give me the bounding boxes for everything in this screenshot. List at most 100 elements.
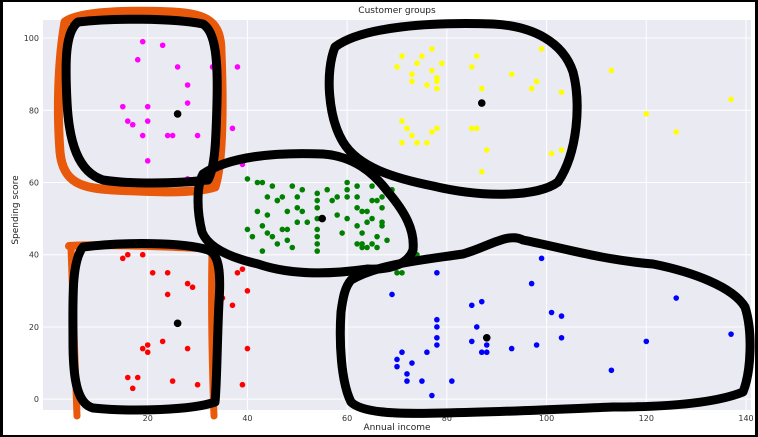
data-point-group-3	[279, 226, 286, 233]
data-point-group-4	[508, 71, 515, 77]
data-point-group-5	[434, 324, 440, 330]
data-point-group-3	[369, 183, 375, 189]
data-point-group-3	[364, 219, 370, 226]
data-point-group-3	[284, 208, 291, 215]
data-point-group-3	[279, 194, 286, 200]
data-point-group-2	[184, 280, 191, 287]
data-point-group-4	[538, 46, 545, 52]
data-point-group-1	[129, 121, 136, 128]
data-point-group-3	[314, 190, 321, 197]
data-point-group-4	[419, 53, 425, 59]
chart-title: Customer groups	[358, 6, 436, 16]
data-point-group-4	[414, 139, 420, 146]
data-point-group-5	[434, 334, 440, 341]
grid-lines	[43, 20, 751, 410]
data-point-group-5	[673, 295, 680, 301]
data-point-group-2	[124, 251, 131, 258]
y-tick-label: 20	[29, 323, 39, 332]
data-point-group-2	[169, 378, 176, 384]
data-point-group-5	[434, 342, 440, 348]
data-point-group-5	[478, 349, 485, 356]
data-point-group-3	[314, 215, 321, 222]
data-point-group-5	[449, 378, 455, 384]
data-point-group-4	[728, 96, 734, 103]
y-tick-label: 60	[29, 179, 39, 188]
data-point-group-5	[538, 255, 545, 262]
data-point-group-5	[389, 291, 395, 298]
data-point-group-3	[284, 237, 291, 244]
data-point-group-4	[399, 53, 405, 59]
data-point-group-3	[379, 194, 385, 200]
data-point-group-3	[364, 244, 370, 251]
centroid-point	[173, 319, 182, 328]
data-point-group-4	[399, 139, 405, 146]
data-point-group-2	[139, 345, 146, 352]
data-point-group-2	[184, 345, 191, 352]
x-tick-label: 20	[143, 414, 153, 423]
data-point-group-3	[374, 233, 380, 240]
data-point-group-4	[424, 82, 430, 88]
data-point-group-1	[164, 132, 171, 139]
data-point-group-5	[468, 302, 475, 309]
outline-top-left-group	[61, 14, 222, 188]
x-tick-label: 60	[342, 414, 352, 423]
data-point-group-2	[234, 269, 241, 276]
data-point-group-2	[229, 302, 236, 309]
data-point-group-5	[434, 269, 440, 276]
x-tick-labels: 20 40 60 80 100 120 140	[143, 414, 754, 423]
data-point-group-4	[439, 60, 445, 67]
data-point-group-1	[194, 132, 201, 139]
data-point-group-1	[169, 132, 176, 139]
data-point-group-2	[144, 349, 151, 356]
data-point-group-3	[294, 204, 301, 211]
data-point-group-3	[274, 197, 281, 204]
data-point-group-4	[483, 147, 490, 153]
data-point-group-2	[159, 338, 166, 345]
data-point-group-3	[354, 223, 360, 229]
data-point-group-4	[548, 150, 555, 157]
data-point-group-5	[508, 345, 515, 352]
data-point-group-5	[558, 334, 565, 341]
x-tick-label: 80	[442, 414, 452, 423]
data-point-group-3	[384, 237, 390, 244]
data-point-group-3	[359, 208, 365, 215]
data-point-group-3	[314, 226, 321, 233]
data-point-group-4	[478, 168, 485, 175]
data-point-group-3	[269, 183, 276, 189]
data-point-group-5	[434, 316, 440, 323]
data-point-group-3	[254, 208, 261, 215]
data-point-group-2	[139, 251, 146, 258]
y-tick-label: 0	[34, 395, 39, 404]
data-point-group-5	[483, 342, 490, 348]
data-point-group-3	[244, 226, 251, 233]
data-point-group-3	[249, 233, 256, 240]
data-point-group-3	[359, 241, 365, 247]
data-point-group-4	[409, 71, 415, 77]
data-point-group-4	[394, 64, 400, 70]
data-point-group-3	[354, 204, 360, 211]
data-point-group-4	[608, 67, 615, 74]
data-point-group-4	[673, 129, 680, 135]
data-point-group-4	[409, 132, 415, 139]
data-point-group-2	[124, 374, 131, 381]
data-point-group-4	[468, 64, 475, 70]
y-tick-label: 80	[29, 106, 39, 115]
data-point-group-3	[259, 248, 266, 254]
data-point-group-5	[533, 342, 540, 348]
outline-bottom-right-group	[335, 233, 755, 418]
data-point-group-5	[399, 349, 405, 356]
outline-bottom-left-group	[68, 239, 225, 415]
data-point-group-1	[139, 38, 146, 45]
data-point-group-3	[264, 194, 271, 200]
centroid-point	[318, 214, 327, 223]
data-point-group-4	[558, 147, 565, 153]
data-point-group-1	[159, 42, 166, 49]
data-point-group-2	[244, 345, 251, 352]
data-point-group-1	[184, 82, 191, 88]
data-point-group-3	[259, 223, 266, 229]
centroid-point	[173, 110, 182, 118]
data-point-group-5	[394, 356, 400, 363]
data-point-group-3	[344, 179, 350, 186]
data-point-group-1	[119, 103, 126, 110]
data-point-group-2	[164, 291, 171, 298]
